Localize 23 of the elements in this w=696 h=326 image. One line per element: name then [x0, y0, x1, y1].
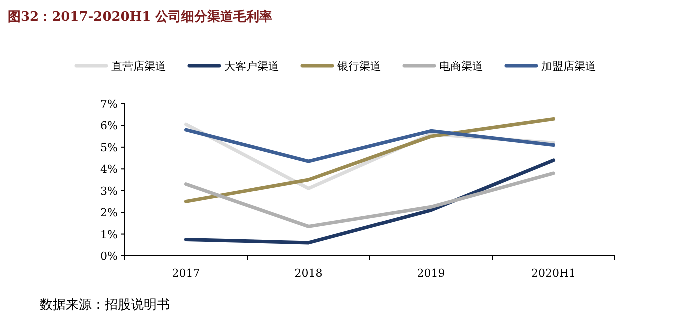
y-tick-label: 4%	[100, 163, 118, 176]
line-series	[184, 172, 556, 228]
line-series	[184, 117, 556, 204]
legend-label: 电商渠道	[440, 60, 484, 73]
x-tick-label: 2020H1	[531, 267, 576, 280]
legend-label: 直营店渠道	[112, 60, 166, 73]
legend-label: 大客户渠道	[224, 60, 280, 73]
y-tick-label: 0%	[100, 250, 118, 263]
y-tick-label: 3%	[100, 184, 118, 198]
y-tick-label: 2%	[100, 206, 118, 220]
y-tick-label: 5%	[100, 141, 118, 154]
y-tick-label: 1%	[100, 228, 118, 242]
legend-label: 银行渠道	[336, 60, 382, 73]
source-note: 数据来源：招股说明书	[40, 298, 170, 313]
line-series	[184, 128, 556, 164]
x-tick-label: 2019	[417, 267, 446, 280]
x-tick-label: 2017	[172, 267, 200, 280]
legend-label: 加盟店渠道	[542, 60, 596, 73]
chart-title: 图32：2017-2020H1 公司细分渠道毛利率	[8, 9, 273, 25]
x-tick-label: 2018	[294, 267, 323, 280]
y-tick-label: 7%	[100, 98, 118, 111]
line-series	[184, 158, 556, 245]
y-tick-label: 6%	[100, 120, 118, 133]
